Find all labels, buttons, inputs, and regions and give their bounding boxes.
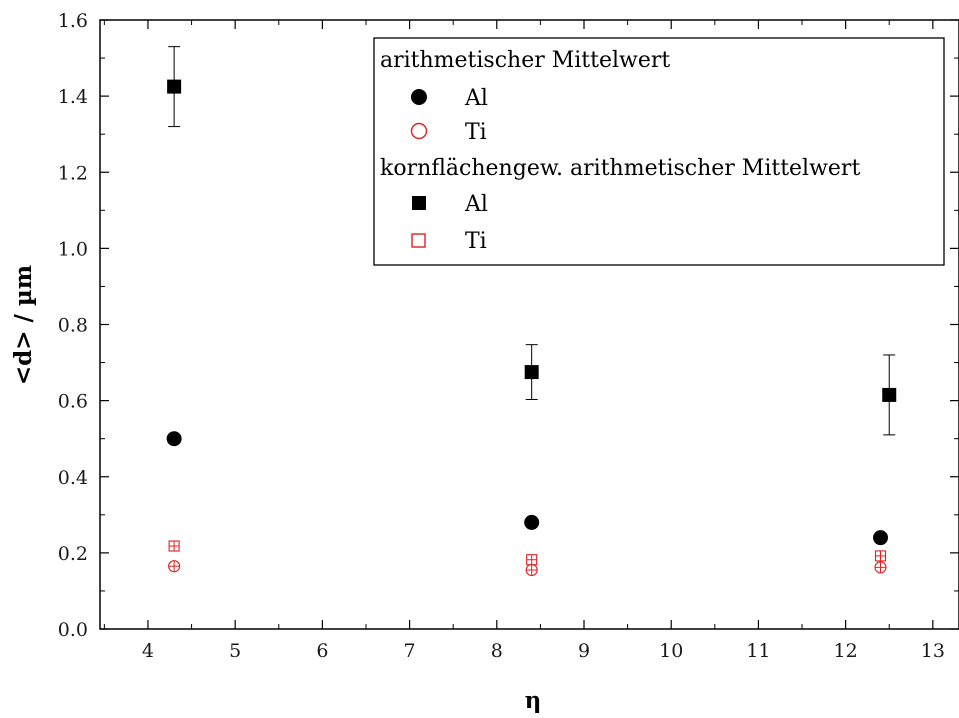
legend-marker-ti-square [411,233,426,248]
y-tick-label: 0.0 [58,619,88,641]
y-tick-label: 1.2 [58,162,88,184]
y-tick-label: 0.8 [58,315,88,337]
x-tick-label: 5 [229,640,241,662]
axis-ticks [100,19,959,630]
data-point-al-weighted [167,79,182,94]
data-point-al-weighted [524,365,539,380]
data-point-al-mean [524,514,540,530]
data-point-al-mean [166,431,182,447]
x-tick-label: 4 [142,640,154,662]
x-tick-label: 6 [316,640,328,662]
x-tick-label: 13 [921,640,945,662]
x-tick-label: 11 [746,640,770,662]
x-tick-label: 8 [491,640,503,662]
data-point-al-mean [873,530,889,546]
data-point-al-weighted [882,387,897,402]
data-points [166,79,897,577]
legend-group1-title: arithmetischer Mittelwert [380,48,670,73]
y-axis-title: <d> / µm [10,265,37,385]
legend-label-ti-2: Ti [465,229,487,254]
x-tick-label: 12 [834,640,858,662]
legend-box [373,37,945,266]
x-tick-label: 9 [578,640,590,662]
y-tick-label: 0.2 [58,543,88,565]
legend-marker-al-circle [411,89,427,105]
legend-label-al-1: Al [464,86,488,111]
legend-label-ti-1: Ti [465,120,487,145]
legend-label-al-2: Al [464,192,488,217]
legend: arithmetischer Mittelwert Al Ti kornfläc… [373,37,945,266]
legend-marker-al-square [412,196,426,210]
y-tick-label: 0.4 [58,467,88,489]
y-tick-label: 1.4 [58,86,88,108]
axis-tick-labels: 4 5 6 7 8 9 10 11 12 13 0.0 0.2 0.4 0.6 0.8 1.0 1.2 1.4 1.… [58,10,945,662]
legend-group2-title: kornflächengew. arithmetischer Mittelwer… [380,156,860,181]
y-tick-label: 1.0 [58,238,88,260]
legend-marker-ti-circle [410,122,428,140]
y-tick-label: 0.6 [58,391,88,413]
x-axis-title: η [525,687,542,714]
x-tick-label: 10 [659,640,683,662]
y-tick-label: 1.6 [58,10,88,32]
x-tick-label: 7 [404,640,416,662]
